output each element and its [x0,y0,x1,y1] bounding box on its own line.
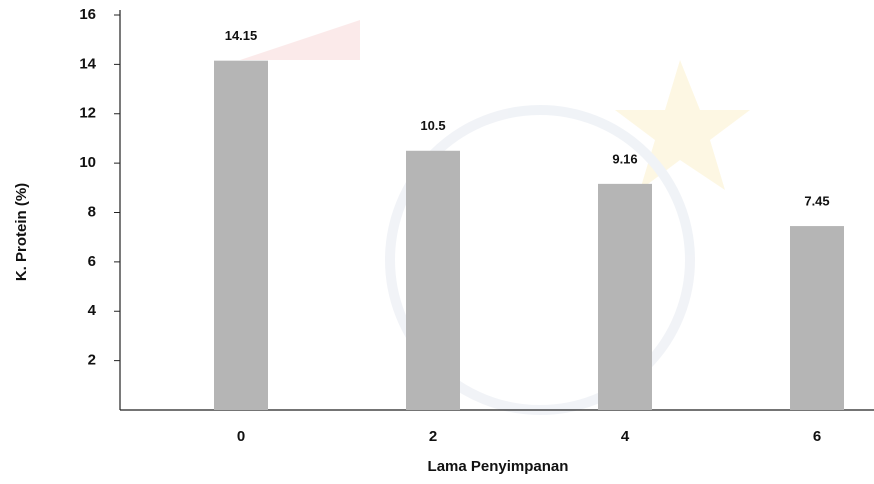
y-tick-label: 6 [88,253,96,270]
bar [790,226,844,410]
y-tick-label: 4 [88,302,97,319]
watermark [240,20,750,410]
value-label: 9.16 [612,151,637,166]
y-axis-label: K. Protein (%) [13,183,30,281]
bar [598,184,652,410]
value-label: 14.15 [225,28,258,43]
value-label: 10.5 [420,118,445,133]
x-tick-label: 2 [429,428,437,445]
y-tick-label: 10 [79,154,96,171]
y-tick-label: 8 [88,203,96,220]
y-tick-label: 16 [79,6,96,23]
x-tick-label: 4 [621,428,630,445]
x-tick-label: 6 [813,428,821,445]
y-tick-label: 14 [79,55,96,72]
chart: K. Protein (%) Lama Penyimpanan 2 4 6 8 10 12… [0,0,874,484]
value-label: 7.45 [804,194,829,209]
x-axis-label: Lama Penyimpanan [428,458,569,475]
bar [406,151,460,410]
y-tick-label: 2 [88,352,96,369]
x-tick-label: 0 [237,428,245,445]
bar [214,61,268,410]
y-tick-label: 12 [79,105,96,122]
